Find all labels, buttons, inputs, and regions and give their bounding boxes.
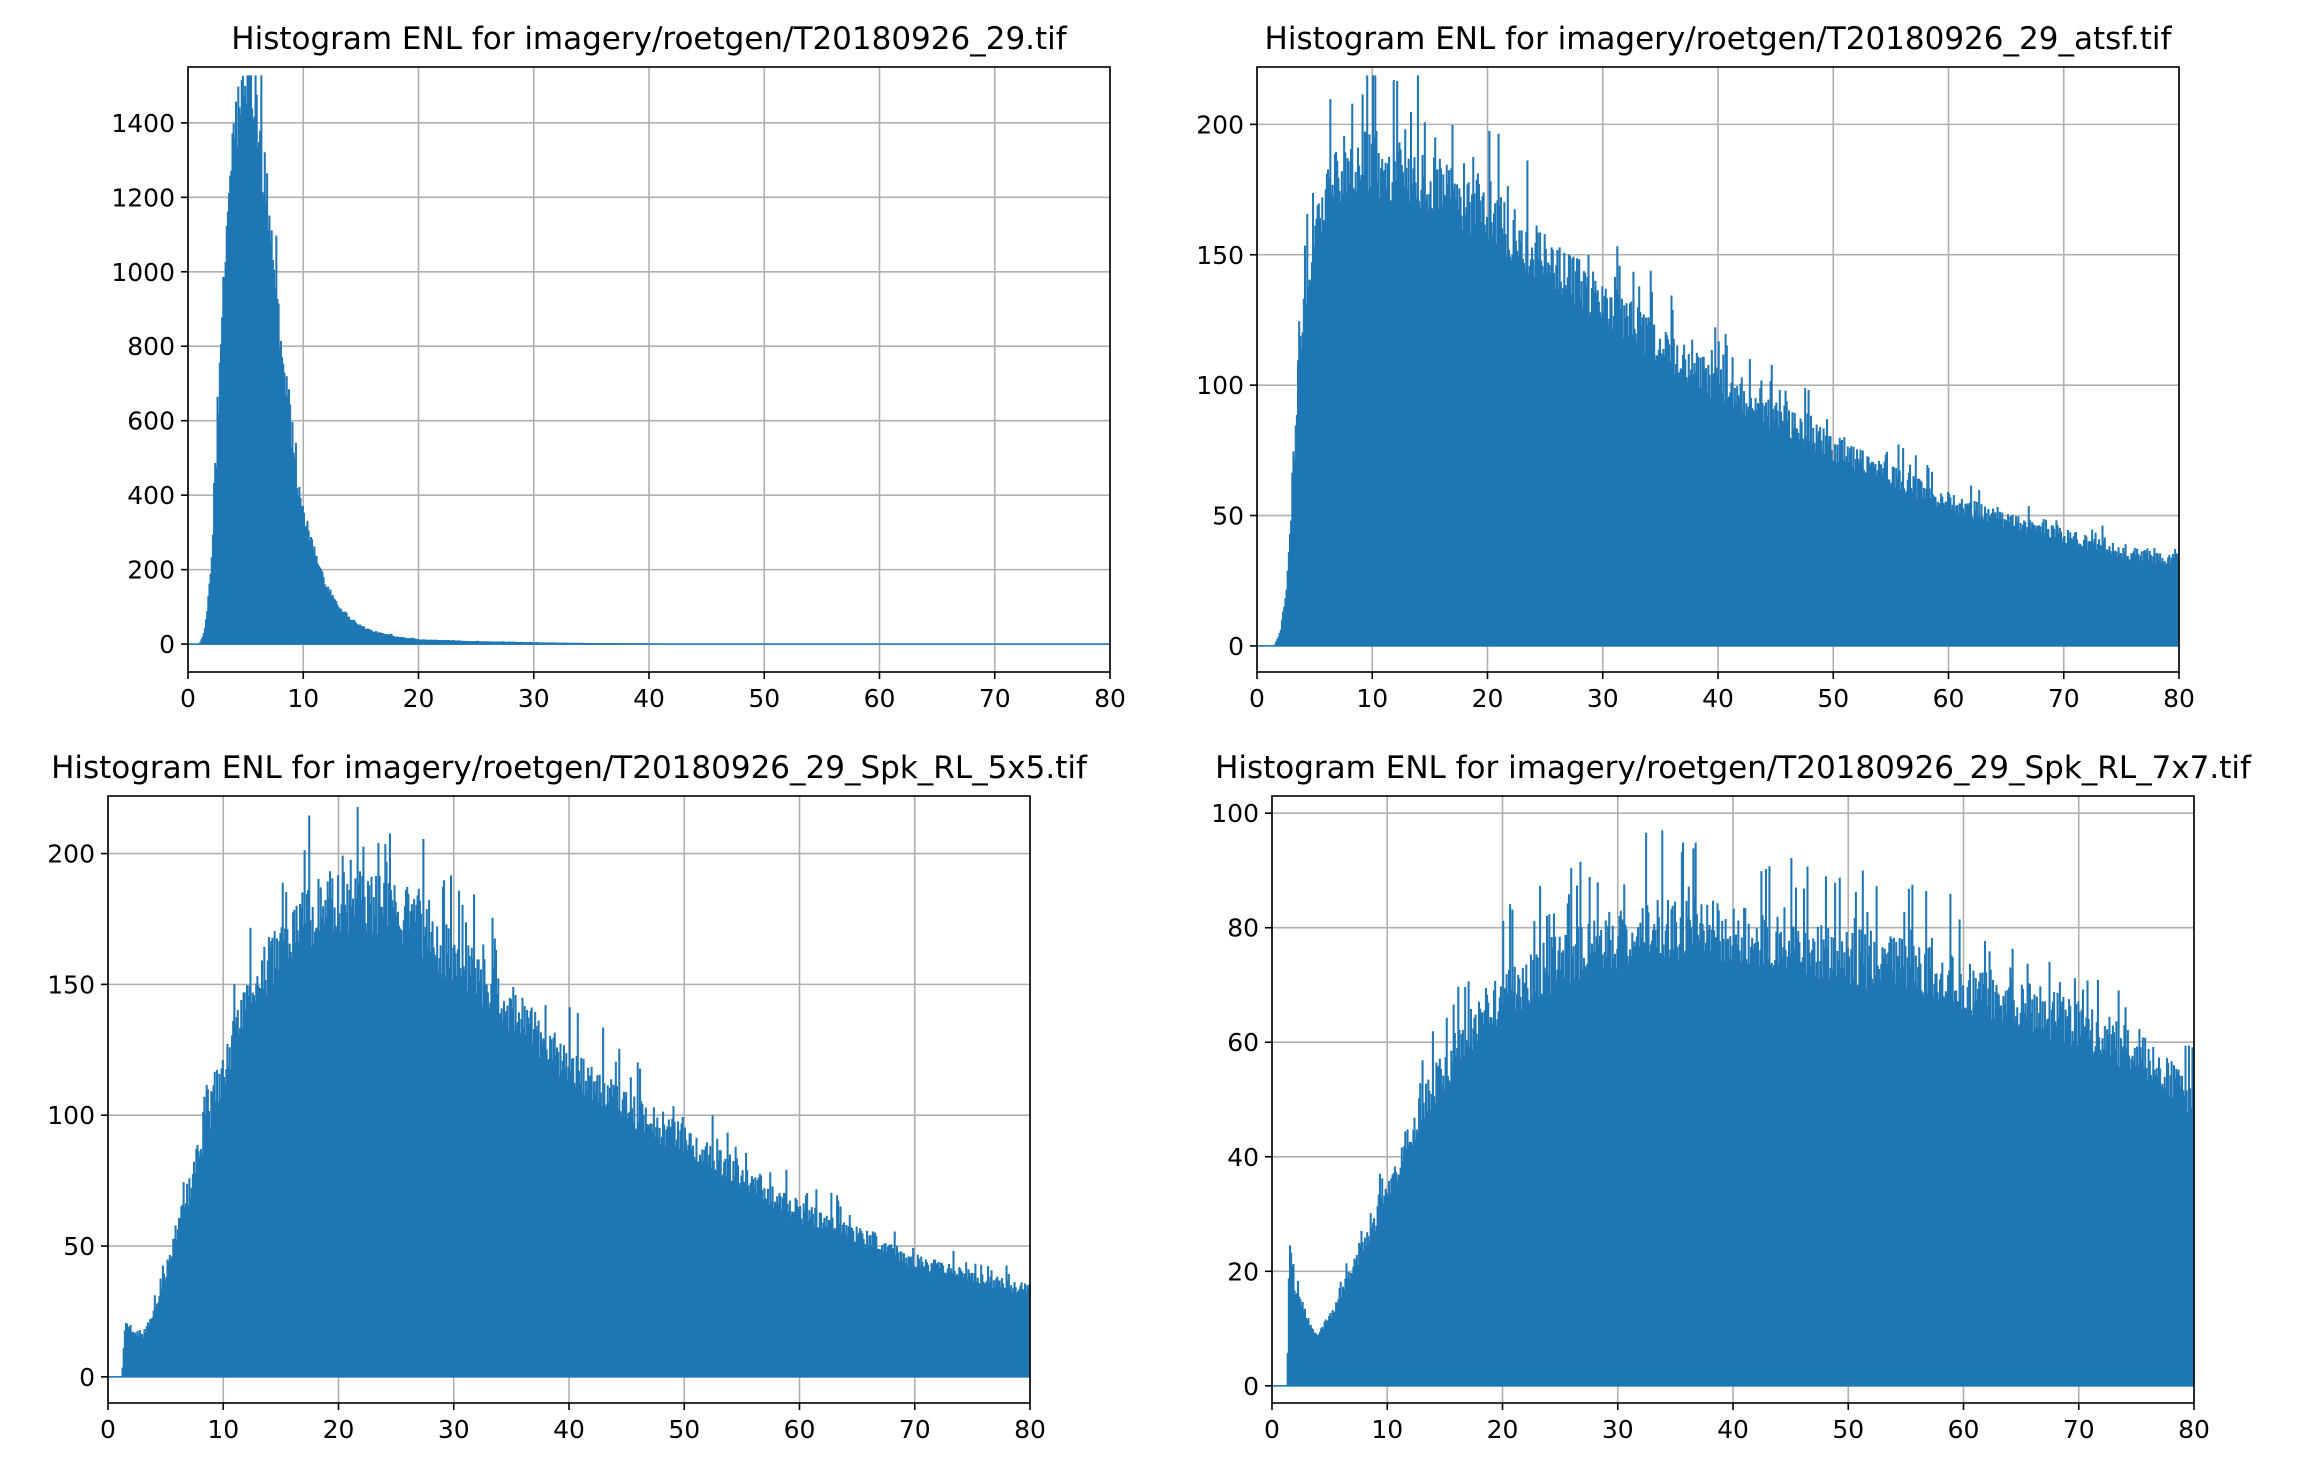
x-tick-label: 50 <box>1817 684 1849 713</box>
histogram-bars <box>1272 830 2195 1387</box>
chart-panel-2: Histogram ENL for imagery/roetgen/T20180… <box>1151 0 2302 735</box>
x-tick-label: 10 <box>287 684 319 713</box>
histogram-chart-1: Histogram ENL for imagery/roetgen/T20180… <box>111 21 1126 713</box>
x-tick-label: 20 <box>1487 1415 1519 1444</box>
y-tick-label: 50 <box>1212 502 1244 531</box>
x-tick-label: 20 <box>403 684 435 713</box>
histogram-bar <box>121 807 1031 1378</box>
grid-lines <box>187 67 1111 672</box>
x-tick-label: 70 <box>979 684 1011 713</box>
y-tick-label: 150 <box>47 970 95 999</box>
x-tick-label: 10 <box>1371 1415 1403 1444</box>
y-tick-label: 0 <box>79 1363 95 1392</box>
y-tick-label: 800 <box>127 332 175 361</box>
y-tick-label: 0 <box>159 630 175 659</box>
x-tick-label: 80 <box>1094 684 1126 713</box>
chart-title: Histogram ENL for imagery/roetgen/T20180… <box>1215 750 2252 786</box>
x-tick-label: 50 <box>1832 1415 1864 1444</box>
y-tick-label: 100 <box>1211 799 1259 828</box>
x-tick-label: 40 <box>1702 684 1734 713</box>
y-tick-label: 1000 <box>111 258 175 287</box>
x-tick-label: 80 <box>1014 1415 1046 1444</box>
histogram-chart-4: Histogram ENL for imagery/roetgen/T20180… <box>1211 750 2252 1444</box>
y-tick-label: 80 <box>1227 914 1259 943</box>
histogram-chart-2: Histogram ENL for imagery/roetgen/T20180… <box>1196 21 2195 713</box>
x-tick-label: 40 <box>1717 1415 1749 1444</box>
y-tick-label: 1400 <box>111 109 175 138</box>
x-tick-label: 60 <box>784 1415 816 1444</box>
histogram-bars <box>188 75 1110 645</box>
axes: 0 10 20 30 40 50 60 70 80 0 50 100 150 200 <box>1196 110 2195 713</box>
histogram-bar <box>199 75 662 645</box>
histogram-bars <box>1257 75 2180 647</box>
x-tick-label: 60 <box>1933 684 1965 713</box>
y-tick-label: 40 <box>1227 1143 1259 1172</box>
chart-title: Histogram ENL for imagery/roetgen/T20180… <box>1265 21 2173 57</box>
x-tick-label: 30 <box>518 684 550 713</box>
axes: 0 10 20 30 40 50 60 70 8002004006008001000120014… <box>111 109 1126 713</box>
x-tick-label: 30 <box>1587 684 1619 713</box>
chart-panel-4: Histogram ENL for imagery/roetgen/T20180… <box>1151 735 2302 1469</box>
histogram-bars <box>108 807 1031 1378</box>
axes: 0 10 20 30 40 50 60 70 80 0 50 100 150 200 <box>47 840 1046 1444</box>
x-tick-label: 70 <box>2048 684 2080 713</box>
x-tick-label: 60 <box>864 684 896 713</box>
y-tick-label: 100 <box>1196 371 1244 400</box>
y-tick-label: 200 <box>47 840 95 869</box>
y-tick-label: 0 <box>1243 1372 1259 1401</box>
x-tick-label: 0 <box>180 684 196 713</box>
histogram-bar <box>1273 75 2180 647</box>
x-tick-label: 10 <box>207 1415 239 1444</box>
x-tick-label: 20 <box>323 1415 355 1444</box>
x-tick-label: 0 <box>100 1415 116 1444</box>
x-tick-label: 80 <box>2178 1415 2210 1444</box>
x-tick-label: 0 <box>1249 684 1265 713</box>
x-tick-label: 70 <box>899 1415 931 1444</box>
x-tick-label: 40 <box>633 684 665 713</box>
y-tick-label: 1200 <box>111 183 175 212</box>
y-tick-label: 20 <box>1227 1257 1259 1286</box>
y-tick-label: 50 <box>63 1232 95 1261</box>
x-tick-label: 60 <box>1948 1415 1980 1444</box>
x-tick-label: 70 <box>2063 1415 2095 1444</box>
chart-panel-1: Histogram ENL for imagery/roetgen/T20180… <box>0 0 1151 735</box>
y-tick-label: 150 <box>1196 241 1244 270</box>
y-tick-label: 400 <box>127 481 175 510</box>
y-tick-label: 200 <box>127 556 175 585</box>
x-tick-label: 50 <box>668 1415 700 1444</box>
chart-title: Histogram ENL for imagery/roetgen/T20180… <box>51 750 1088 786</box>
y-tick-label: 100 <box>47 1101 95 1130</box>
y-tick-label: 60 <box>1227 1028 1259 1057</box>
axes: 0 10 20 30 40 50 60 70 80 0 20 40 60 80 100 <box>1211 799 2210 1444</box>
y-tick-label: 600 <box>127 407 175 436</box>
x-tick-label: 50 <box>748 684 780 713</box>
x-tick-label: 80 <box>2163 684 2195 713</box>
x-tick-label: 30 <box>1602 1415 1634 1444</box>
x-tick-label: 40 <box>553 1415 585 1444</box>
x-tick-label: 0 <box>1264 1415 1280 1444</box>
x-tick-label: 10 <box>1356 684 1388 713</box>
x-tick-label: 20 <box>1472 684 1504 713</box>
chart-title: Histogram ENL for imagery/roetgen/T20180… <box>231 21 1068 57</box>
y-tick-label: 0 <box>1228 632 1244 661</box>
y-tick-label: 200 <box>1196 110 1244 139</box>
x-tick-label: 30 <box>438 1415 470 1444</box>
chart-panel-3: Histogram ENL for imagery/roetgen/T20180… <box>0 735 1151 1469</box>
histogram-chart-3: Histogram ENL for imagery/roetgen/T20180… <box>47 750 1088 1444</box>
histogram-bar <box>1286 830 2195 1387</box>
